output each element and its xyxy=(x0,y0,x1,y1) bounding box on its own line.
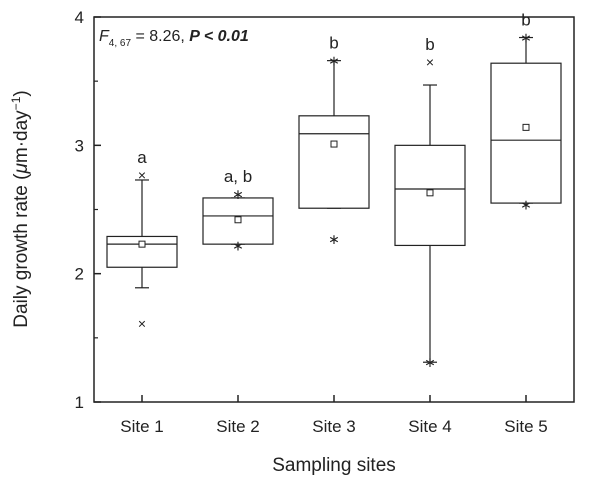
x-tick-label: Site 2 xyxy=(216,417,259,436)
f-symbol: F xyxy=(99,28,110,45)
x-tick-label: Site 5 xyxy=(504,417,547,436)
outlier-point: ∗ xyxy=(232,186,244,202)
box-group: ∗∗b xyxy=(490,11,562,212)
outlier-point: ∗ xyxy=(232,237,244,253)
x-tick-label: Site 1 xyxy=(120,417,163,436)
box-group: ××a xyxy=(106,148,178,332)
y-axis-label-suffix: ) xyxy=(11,90,32,96)
x-axis: Site 1 Site 2 Site 3 Site 4 Site 5 xyxy=(120,395,548,436)
box-series: ××a∗∗a, b∗∗b∗×b∗∗b xyxy=(106,11,562,370)
mean-marker xyxy=(234,216,242,224)
x-tick-label: Site 3 xyxy=(312,417,355,436)
y-tick-label: 4 xyxy=(75,8,84,27)
significance-letter: a xyxy=(137,148,147,167)
iqr-box xyxy=(490,62,562,204)
outlier-point: ∗ xyxy=(424,354,436,370)
box-group: ∗∗b xyxy=(298,34,370,247)
y-tick-label: 2 xyxy=(75,265,84,284)
box-group: ∗ ×b xyxy=(394,35,466,370)
significance-letter: b xyxy=(425,35,434,54)
outlier-point: × xyxy=(138,167,146,183)
y-axis-label: Daily growth rate (μm·day−1) xyxy=(9,90,32,327)
mean-marker xyxy=(138,240,146,248)
x-tick-label: Site 4 xyxy=(408,417,451,436)
y-tick-label: 3 xyxy=(75,136,84,155)
box-group: ∗∗a, b xyxy=(202,167,274,253)
outlier-point: ∗ xyxy=(328,231,340,247)
outlier-point: × xyxy=(426,54,434,70)
p-value: P < 0.01 xyxy=(189,28,249,45)
x-axis-label: Sampling sites xyxy=(272,455,396,476)
f-subscript: 4, 67 xyxy=(109,38,132,49)
y-axis-label-mu: μ xyxy=(11,163,32,175)
significance-letter: a, b xyxy=(224,167,252,186)
y-axis-label-exponent: −1 xyxy=(9,96,23,110)
outlier-point: ∗ xyxy=(520,196,532,212)
outlier-point: × xyxy=(138,316,146,332)
y-axis-label-unit: m·day xyxy=(11,110,32,163)
f-value: = 8.26, xyxy=(131,28,189,45)
significance-letter: b xyxy=(329,34,338,53)
y-tick-label: 1 xyxy=(75,393,84,412)
outlier-point: ∗ xyxy=(328,53,340,69)
mean-marker xyxy=(522,123,530,131)
significance-letter: b xyxy=(521,11,530,30)
mean-marker xyxy=(426,189,434,197)
y-axis-label-prefix: Daily growth rate ( xyxy=(11,173,32,328)
y-axis: 1 2 3 4 xyxy=(75,8,101,412)
mean-marker xyxy=(330,140,338,148)
outlier-point: ∗ xyxy=(520,30,532,46)
iqr-box xyxy=(298,115,370,209)
stat-annotation: F4, 67 = 8.26, P < 0.01 xyxy=(99,28,249,49)
